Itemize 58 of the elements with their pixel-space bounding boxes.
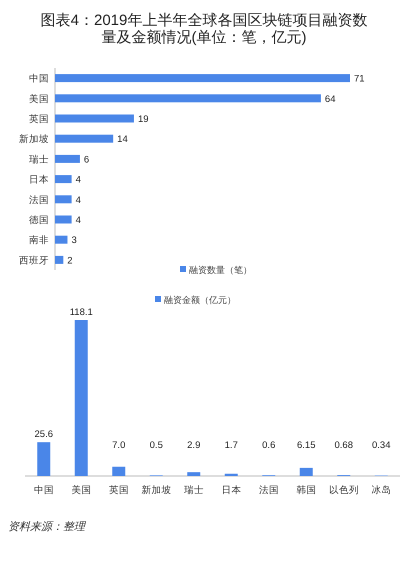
- bar: [300, 468, 313, 476]
- bar: [55, 74, 350, 82]
- data-label: 71: [354, 74, 365, 85]
- data-label: 4: [76, 215, 81, 226]
- data-label: 118.1: [70, 307, 93, 318]
- bar: [55, 154, 80, 163]
- x-tick-label: 英国: [108, 484, 129, 496]
- y-tick-label: 中国: [29, 72, 49, 85]
- legend-label: 融资金额（亿元）: [164, 295, 236, 305]
- data-label: 0.6: [262, 440, 276, 451]
- x-tick-label: 法国: [258, 484, 279, 496]
- legend-label: 融资数量（笔）: [189, 265, 252, 275]
- y-tick-label: 英国: [29, 113, 49, 125]
- bar: [187, 472, 200, 476]
- data-label: 0.68: [334, 440, 353, 451]
- x-tick-label: 日本: [221, 484, 242, 496]
- bar: [55, 256, 64, 264]
- data-label: 64: [324, 94, 336, 105]
- x-tick-label: 韩国: [296, 484, 316, 496]
- x-tick-label: 新加坡: [141, 484, 172, 496]
- data-label: 3: [71, 235, 77, 246]
- bar: [112, 466, 126, 476]
- bar: [55, 175, 72, 184]
- y-tick-label: 瑞士: [29, 153, 49, 166]
- y-tick-label: 西班牙: [19, 254, 49, 266]
- data-label: 25.6: [34, 429, 53, 440]
- bar: [74, 320, 88, 476]
- x-tick-label: 美国: [71, 484, 92, 496]
- text: 资料来源：整理: [8, 520, 87, 533]
- y-tick-label: 德国: [29, 215, 49, 226]
- bar: [55, 216, 72, 224]
- data-label: 6: [84, 154, 90, 166]
- y-tick-label: 法国: [29, 194, 49, 206]
- data-label: 4: [76, 194, 81, 206]
- data-label: 7.0: [112, 440, 126, 451]
- y-tick-label: 新加坡: [19, 133, 49, 146]
- data-label: 0.5: [150, 440, 163, 451]
- data-label: 14: [117, 134, 128, 146]
- bar: [37, 442, 50, 476]
- data-label: 2.9: [187, 440, 200, 451]
- data-label: 4: [76, 174, 81, 186]
- data-label: 2: [67, 255, 73, 266]
- bar: [55, 114, 134, 122]
- y-tick-label: 美国: [29, 92, 49, 105]
- chart-title: 图表4：2019年上半年全球各国区块链项目融资数量及金额情况(单位：笔，亿元): [40, 12, 368, 46]
- data-label: 0.34: [372, 440, 390, 451]
- bar: [55, 236, 68, 244]
- y-tick-label: 南非: [29, 234, 49, 246]
- data-label: 19: [138, 114, 149, 125]
- data-label: 1.7: [224, 440, 238, 451]
- x-tick-label: 冰岛: [371, 484, 392, 496]
- x-tick-label: 瑞士: [184, 484, 204, 496]
- bar: [55, 134, 114, 143]
- x-tick-label: 以色列: [328, 484, 359, 496]
- y-tick-label: 日本: [29, 174, 49, 186]
- bar: [55, 94, 321, 102]
- bar: [55, 195, 72, 204]
- data-label: 6.15: [297, 440, 316, 451]
